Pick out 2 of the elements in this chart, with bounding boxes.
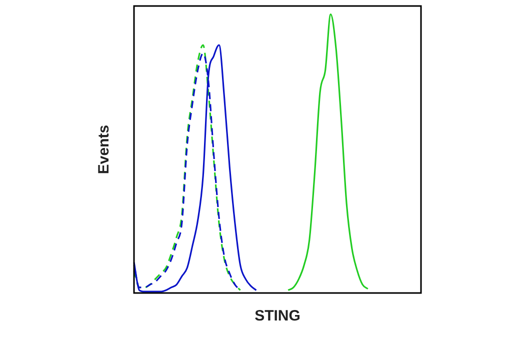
y-axis-title: Events <box>96 124 113 174</box>
x-axis-title: STING <box>254 308 300 325</box>
